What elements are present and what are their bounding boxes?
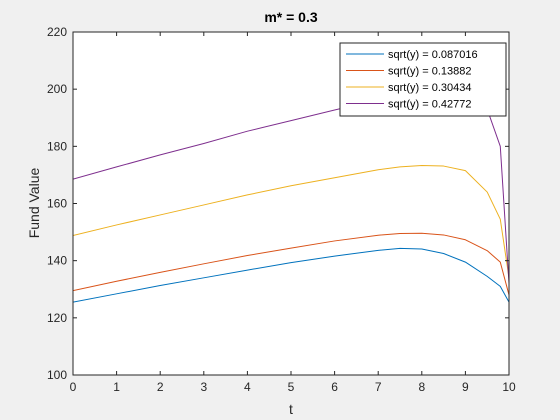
x-tick-label: 9 (462, 380, 469, 394)
x-tick-label: 2 (157, 380, 164, 394)
legend-entry: sqrt(y) = 0.13882 (388, 66, 471, 78)
series-line-2 (73, 232, 509, 296)
y-tick-label: 200 (47, 82, 67, 96)
x-tick-label: 8 (418, 380, 425, 394)
legend-entry: sqrt(y) = 0.30434 (388, 82, 471, 94)
ticks-layer: 0 1 2 3 4 5 6 7 8 9 10 100 120 140 160 180 200 220 (47, 25, 516, 394)
series-line-3 (73, 164, 509, 278)
y-tick-label: 120 (47, 311, 67, 325)
y-tick-label: 180 (47, 139, 67, 153)
y-tick-label: 100 (47, 368, 67, 382)
x-tick-label: 6 (331, 380, 338, 394)
y-axis-label: Fund Value (26, 168, 42, 239)
legend: sqrt(y) = 0.087016 sqrt(y) = 0.13882 sqrt(… (339, 42, 507, 117)
x-tick-label: 3 (200, 380, 207, 394)
x-tick-label: 5 (288, 380, 295, 394)
x-tick-label: 0 (70, 380, 77, 394)
y-tick-label: 220 (47, 25, 67, 39)
legend-entry: sqrt(y) = 0.42772 (388, 99, 471, 111)
x-tick-label: 10 (502, 380, 516, 394)
y-tick-label: 140 (47, 254, 67, 268)
x-tick-label: 7 (375, 380, 382, 394)
series-line-1 (73, 247, 509, 303)
x-tick-label: 1 (113, 380, 120, 394)
y-tick-label: 160 (47, 197, 67, 211)
legend-entry: sqrt(y) = 0.087016 (388, 49, 478, 61)
x-axis-label: t (289, 401, 293, 417)
axes-box (72, 31, 510, 376)
x-tick-label: 4 (244, 380, 251, 394)
chart-title: m* = 0.3 (264, 9, 318, 25)
